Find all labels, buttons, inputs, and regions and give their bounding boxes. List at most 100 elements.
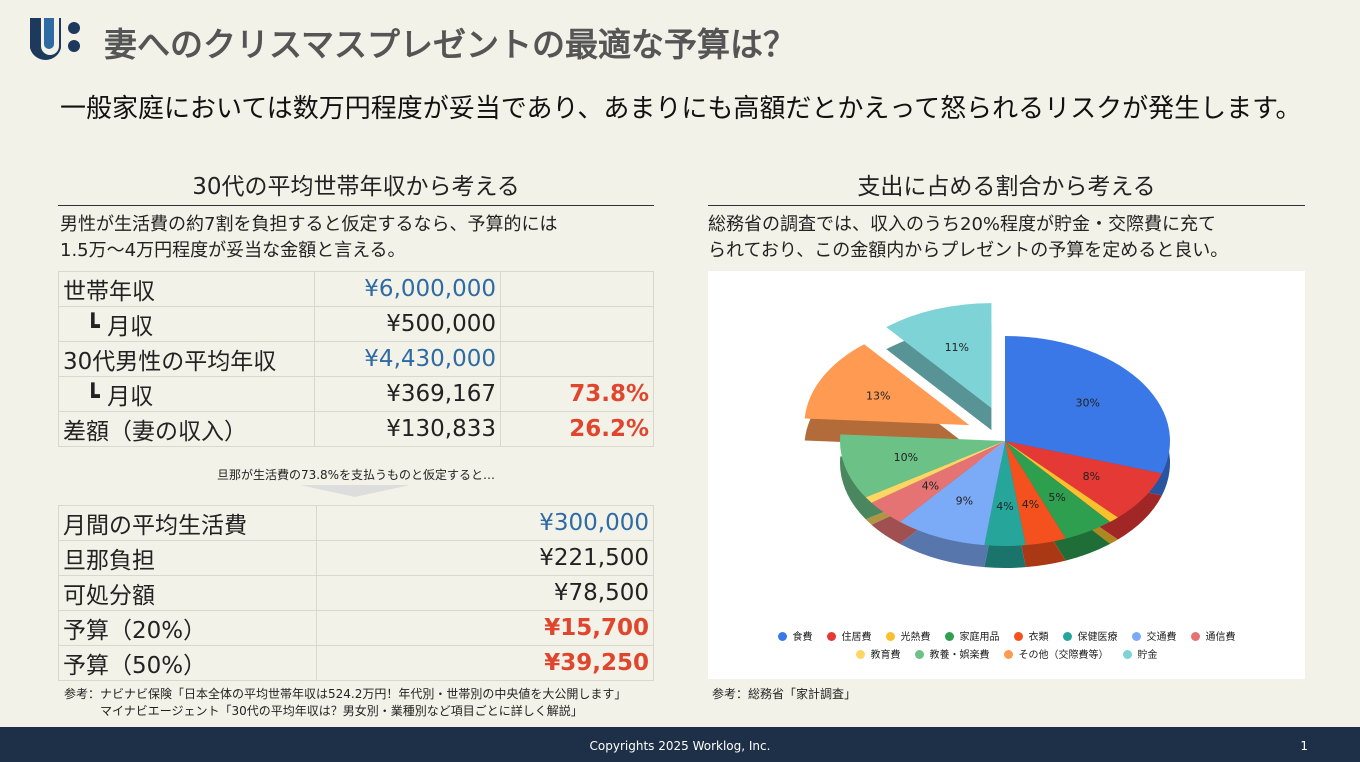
desc-line: 1.5万〜4万円程度が妥当な金額と言える。 [60, 240, 406, 261]
row-percent: 73.8% [500, 376, 654, 412]
row-label: 30代男性の平均年収 [58, 341, 315, 377]
pie-slice [1005, 441, 1066, 546]
legend-swatch [944, 632, 954, 641]
copyright: Copyrights 2025 Worklog, Inc. [589, 739, 771, 753]
legend-swatch [1003, 650, 1013, 659]
legend-label: 保健医療 [1077, 632, 1118, 643]
pie-slice [865, 441, 1005, 503]
budget-table: 月間の平均生活費 ¥300,000 旦那負担 ¥221,500 可処分額 ¥78,500 予… [58, 505, 654, 681]
pie-data-label: 5% [1048, 491, 1065, 504]
legend-swatch [914, 650, 924, 659]
row-label: 旦那負担 [58, 540, 317, 576]
legend-item: 教育費 [855, 647, 901, 665]
assumption-note: 旦那が生活費の73.8%を支払うものと仮定すると… [216, 468, 496, 482]
pie-data-label: 10% [894, 451, 918, 464]
expense-pie-chart: 30% 8% 5% 4% 4% 9% 4% 10% 13% 11% 食費 住居費 光熱費 家庭用品 衣類 保… [708, 271, 1305, 679]
row-label: 予算（50%） [58, 645, 317, 681]
legend-item: 通信費 [1190, 629, 1236, 647]
row-value: ¥130,833 [314, 411, 501, 447]
pie-data-label: 11% [945, 341, 969, 354]
legend-item: 食費 [777, 629, 813, 647]
legend-item: 衣類 [1013, 629, 1049, 647]
row-percent [500, 271, 654, 307]
legend-label: その他（交際費等） [1018, 650, 1109, 661]
pie-data-label: 4% [996, 500, 1013, 513]
table-row: 月間の平均生活費 ¥300,000 [58, 505, 654, 541]
income-table: 世帯年収 ¥6,000,000 ┗ 月収 ¥500,000 30代男性の平均年収 ¥4,… [58, 271, 654, 447]
row-label: ┗ 月収 [58, 306, 315, 342]
pie-slice [1005, 441, 1111, 539]
table-row: 可処分額 ¥78,500 [58, 575, 654, 611]
row-value: ¥500,000 [314, 306, 501, 342]
row-percent: 26.2% [500, 411, 654, 447]
legend-swatch [777, 632, 787, 641]
legend-swatch [1190, 632, 1200, 641]
left-references: 参考：ナビナビ保険「日本全体の平均世帯年収は524.2万円！年代別・世帯別の中央… [64, 686, 626, 720]
row-label: 差額（妻の収入） [58, 411, 315, 447]
legend-item: 住居費 [826, 629, 872, 647]
legend-label: 家庭用品 [959, 632, 1000, 643]
right-description: 総務省の調査では、収入のうち20%程度が貯金・交際費に充て られており、この金額… [708, 212, 1228, 264]
left-description: 男性が生活費の約7割を負担すると仮定するなら、予算的には 1.5万〜4万円程度が… [60, 212, 557, 264]
desc-line: 総務省の調査では、収入のうち20%程度が貯金・交際費に充て [708, 214, 1217, 235]
lead-text: 一般家庭においては数万円程度が妥当であり、あまりにも高額だとかえって怒られるリス… [60, 94, 1302, 124]
legend-label: 光熱費 [900, 632, 931, 643]
legend-label: 貯金 [1137, 650, 1158, 661]
table-row: ┗ 月収 ¥500,000 [58, 306, 654, 342]
legend-label: 衣類 [1028, 632, 1049, 643]
row-label: 可処分額 [58, 575, 317, 611]
table-row: 予算（20%） ¥15,700 [58, 610, 654, 646]
legend-item: 家庭用品 [944, 629, 1000, 647]
left-heading: 30代の平均世帯年収から考える [58, 167, 654, 206]
pie-slice [899, 441, 1005, 546]
legend-swatch [885, 632, 895, 641]
legend-swatch [1122, 650, 1132, 659]
legend-swatch [1013, 632, 1023, 641]
chart-legend: 食費 住居費 光熱費 家庭用品 衣類 保健医療 交通費 通信費教育費 教養・娯楽費 その他（交際費… [708, 629, 1305, 665]
legend-label: 交通費 [1146, 632, 1177, 643]
legend-label: 教育費 [870, 650, 901, 661]
row-value: ¥369,167 [314, 376, 501, 412]
pie-data-label: 13% [866, 390, 890, 403]
row-label: 月間の平均生活費 [58, 505, 317, 541]
row-value: ¥78,500 [316, 575, 654, 611]
pie-data-label: 9% [956, 495, 973, 508]
legend-swatch [1131, 632, 1141, 641]
table-row: 差額（妻の収入） ¥130,833 26.2% [58, 411, 654, 447]
pie-svg: 30% 8% 5% 4% 4% 9% 4% 10% 13% 11% [804, 303, 1170, 568]
legend-swatch [855, 650, 865, 659]
row-value: ¥15,700 [316, 610, 654, 646]
row-value: ¥39,250 [316, 645, 654, 681]
legend-item: 教養・娯楽費 [914, 647, 990, 665]
right-reference: 参考：総務省「家計調査」 [712, 687, 857, 701]
pie-slice [984, 441, 1026, 546]
legend-item: その他（交際費等） [1003, 647, 1109, 665]
pie-slice [804, 344, 970, 426]
pie-data-label: 4% [1022, 498, 1039, 511]
row-value: ¥300,000 [316, 505, 654, 541]
legend-item: 貯金 [1122, 647, 1158, 665]
pie-slice [1005, 441, 1162, 518]
desc-line: られており、この金額内からプレゼントの予算を定めると良い。 [708, 240, 1229, 261]
table-row: 予算（50%） ¥39,250 [58, 645, 654, 681]
row-label: 世帯年収 [58, 271, 315, 307]
pie-slice [886, 303, 992, 409]
pie-data-label: 4% [922, 480, 939, 493]
page-title: 妻へのクリスマスプレゼントの最適な予算は？ [104, 25, 797, 64]
pie-slice [1005, 441, 1118, 522]
legend-label: 住居費 [841, 632, 872, 643]
legend-swatch [826, 632, 836, 641]
row-percent [500, 306, 654, 342]
arrow-down-icon [300, 485, 410, 497]
page-number: 1 [1300, 739, 1308, 753]
worklog-logo [30, 18, 80, 61]
legend-item: 光熱費 [885, 629, 931, 647]
table-row: 30代男性の平均年収 ¥4,430,000 [58, 341, 654, 377]
footer: Copyrights 2025 Worklog, Inc. 1 [0, 727, 1360, 762]
pie-data-label: 8% [1083, 470, 1100, 483]
table-row: 世帯年収 ¥6,000,000 [58, 271, 654, 307]
row-value: ¥4,430,000 [314, 341, 501, 377]
pie-data-label: 30% [1076, 397, 1100, 410]
pie-slice [840, 434, 1005, 498]
desc-line: 男性が生活費の約7割を負担すると仮定するなら、予算的には [60, 214, 558, 235]
